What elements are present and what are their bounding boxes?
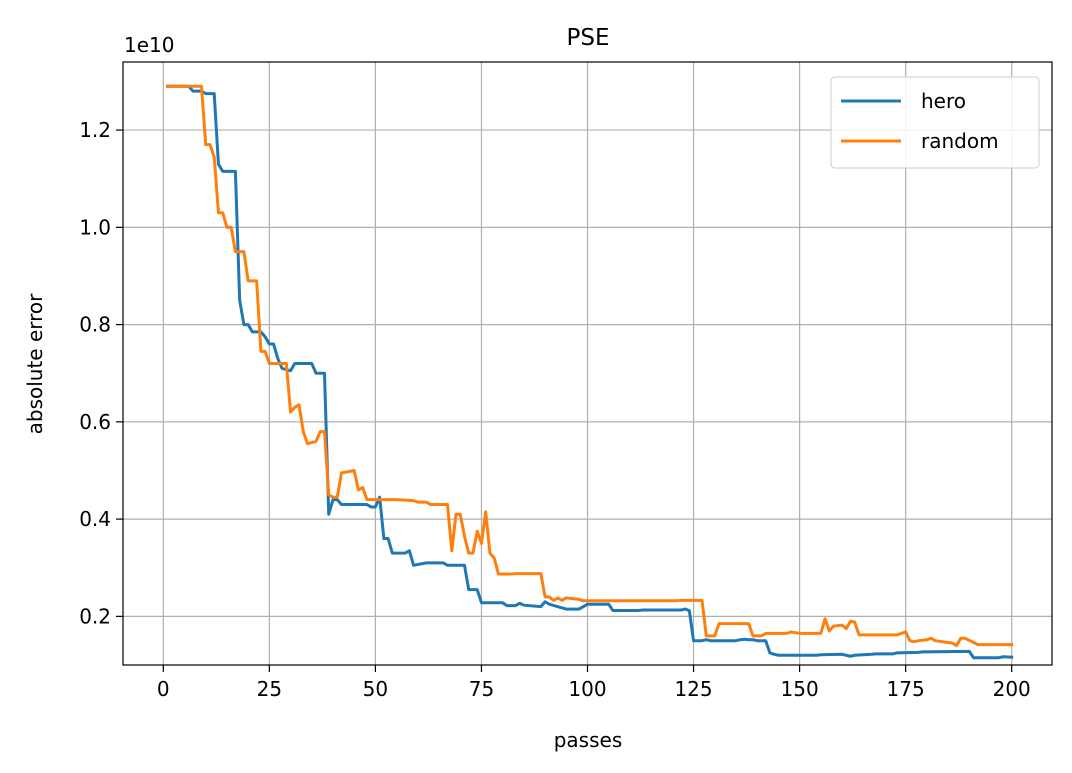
y-axis: 0.2 0.4 0.6 0.8 1.0 1.2 xyxy=(79,118,123,628)
y-tick-label: 0.2 xyxy=(79,604,111,628)
x-axis-label: passes xyxy=(554,728,623,752)
x-tick-label: 150 xyxy=(781,677,819,701)
chart-title: PSE xyxy=(566,25,609,51)
y-tick-label: 0.8 xyxy=(79,313,111,337)
x-tick-label: 100 xyxy=(568,677,606,701)
y-tick-label: 0.4 xyxy=(79,507,111,531)
y-axis-label: absolute error xyxy=(23,293,47,435)
y-offset-label: 1e10 xyxy=(124,33,174,57)
y-tick-label: 0.6 xyxy=(79,410,111,434)
x-tick-label: 175 xyxy=(887,677,925,701)
series-lines xyxy=(166,84,1014,660)
legend-label-random: random xyxy=(921,129,999,153)
series-line-hero xyxy=(166,84,1014,660)
legend-label-hero: hero xyxy=(921,89,966,113)
x-tick-label: 50 xyxy=(363,677,388,701)
x-axis: 0 25 50 75 100 125 150 175 200 xyxy=(157,665,1031,701)
x-tick-label: 200 xyxy=(993,677,1031,701)
x-tick-label: 25 xyxy=(257,677,282,701)
legend: hero random xyxy=(830,76,1040,169)
x-tick-label: 75 xyxy=(469,677,494,701)
y-tick-label: 1.0 xyxy=(79,215,111,239)
x-tick-label: 0 xyxy=(157,677,170,701)
y-tick-label: 1.2 xyxy=(79,118,111,142)
x-tick-label: 125 xyxy=(674,677,712,701)
series-line-random xyxy=(166,84,1014,648)
